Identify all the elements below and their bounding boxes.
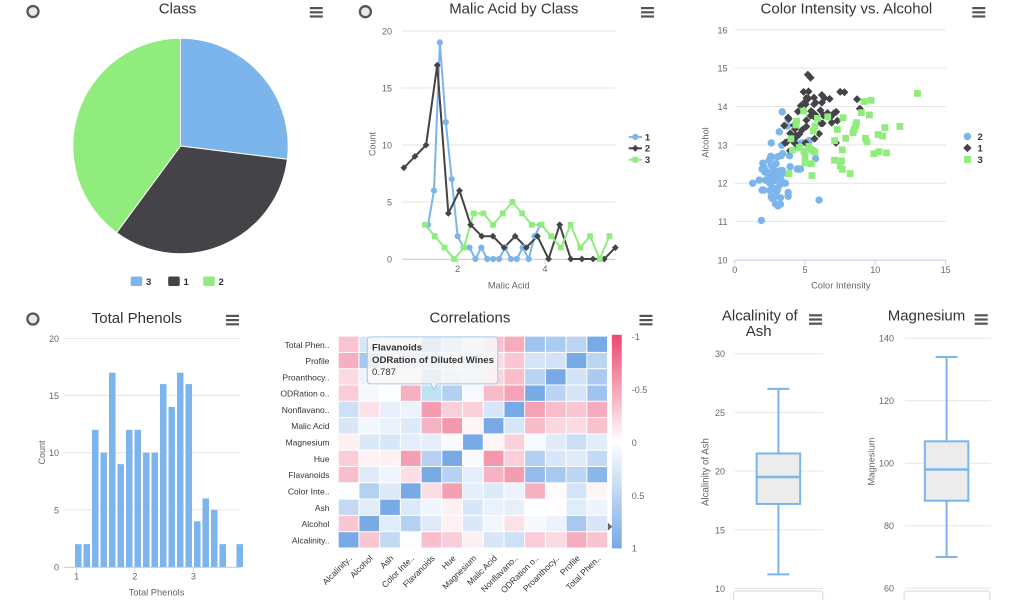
svg-text:0: 0 — [387, 255, 392, 265]
svg-text:Malic Acid: Malic Acid — [291, 421, 330, 431]
svg-text:10: 10 — [715, 584, 725, 594]
svg-text:15: 15 — [49, 391, 59, 401]
svg-text:15: 15 — [941, 265, 951, 275]
svg-text:Ash: Ash — [746, 323, 772, 340]
svg-text:5: 5 — [387, 198, 392, 208]
svg-text:Correlations: Correlations — [429, 309, 510, 326]
svg-text:ODRation of Diluted Wines: ODRation of Diluted Wines — [372, 355, 494, 366]
svg-text:60: 60 — [884, 584, 894, 594]
svg-text:5: 5 — [54, 505, 59, 515]
svg-text:20: 20 — [715, 467, 725, 477]
svg-text:3: 3 — [645, 155, 650, 166]
svg-text:Color Inte..: Color Inte.. — [288, 487, 330, 497]
svg-text:Alcohol: Alcohol — [348, 553, 375, 580]
svg-text:14: 14 — [717, 102, 727, 112]
svg-text:Count: Count — [37, 440, 47, 465]
svg-text:0: 0 — [54, 563, 59, 573]
svg-text:Alcalinity..: Alcalinity.. — [320, 553, 354, 587]
svg-text:Alcohol: Alcohol — [700, 127, 710, 158]
svg-text:Total Phenols: Total Phenols — [92, 310, 182, 327]
svg-text:11: 11 — [718, 217, 727, 227]
svg-text:Nonflavano..: Nonflavano.. — [282, 405, 330, 415]
svg-text:10: 10 — [870, 265, 880, 275]
svg-text:15: 15 — [717, 64, 727, 74]
svg-text:80: 80 — [884, 521, 894, 531]
svg-text:1: 1 — [645, 132, 651, 143]
svg-text:13: 13 — [717, 140, 727, 150]
svg-text:Ash: Ash — [315, 503, 330, 513]
svg-text:Proanthocy..: Proanthocy.. — [282, 372, 329, 382]
svg-text:25: 25 — [715, 408, 725, 418]
svg-text:0: 0 — [632, 438, 637, 448]
svg-text:Alcohol: Alcohol — [302, 519, 330, 529]
svg-text:Malic Acid by Class: Malic Acid by Class — [449, 1, 578, 18]
svg-text:ODRation o..: ODRation o.. — [280, 389, 329, 399]
svg-text:2: 2 — [132, 572, 137, 582]
svg-text:Flavanoids: Flavanoids — [288, 470, 329, 480]
svg-text:4: 4 — [542, 264, 547, 274]
svg-text:1: 1 — [184, 277, 190, 288]
svg-text:2: 2 — [645, 144, 650, 155]
svg-text:3: 3 — [146, 277, 151, 288]
svg-text:0: 0 — [732, 265, 737, 275]
svg-text:120: 120 — [879, 396, 894, 406]
svg-text:3: 3 — [191, 572, 196, 582]
svg-text:Alcalinity..: Alcalinity.. — [292, 535, 330, 545]
svg-text:-0.5: -0.5 — [632, 385, 648, 395]
svg-text:20: 20 — [382, 27, 392, 37]
svg-text:10: 10 — [717, 255, 727, 265]
svg-text:Hue: Hue — [314, 454, 330, 464]
svg-text:20: 20 — [49, 334, 59, 344]
svg-text:15: 15 — [382, 84, 392, 94]
svg-text:Color Intensity: Color Intensity — [811, 281, 871, 291]
svg-text:1: 1 — [74, 572, 79, 582]
svg-text:-1: -1 — [632, 332, 640, 342]
svg-text:Class: Class — [159, 1, 197, 18]
svg-text:12: 12 — [717, 179, 727, 189]
svg-text:0.787: 0.787 — [372, 367, 396, 378]
svg-text:1: 1 — [978, 143, 984, 154]
svg-text:Alcalinity of: Alcalinity of — [722, 308, 799, 325]
svg-text:Malic Acid: Malic Acid — [488, 281, 530, 291]
svg-text:15: 15 — [715, 525, 725, 535]
svg-text:2: 2 — [455, 264, 460, 274]
svg-text:30: 30 — [715, 349, 725, 359]
svg-text:Flavanoids: Flavanoids — [372, 343, 422, 354]
svg-text:Count: Count — [368, 132, 378, 157]
svg-text:Magnesium: Magnesium — [867, 437, 877, 485]
svg-text:Alcalinity of Ash: Alcalinity of Ash — [701, 438, 712, 506]
svg-text:2: 2 — [978, 132, 983, 143]
svg-text:100: 100 — [879, 459, 894, 469]
svg-text:1: 1 — [632, 544, 637, 554]
svg-text:10: 10 — [49, 448, 59, 458]
svg-text:16: 16 — [717, 25, 727, 35]
svg-text:5: 5 — [802, 265, 807, 275]
svg-text:0.5: 0.5 — [632, 491, 645, 501]
svg-text:10: 10 — [382, 141, 392, 151]
svg-text:Profile: Profile — [305, 356, 329, 366]
svg-text:140: 140 — [879, 334, 894, 344]
svg-text:Total Phen..: Total Phen.. — [285, 340, 330, 350]
svg-text:3: 3 — [978, 155, 983, 166]
svg-text:Magnesium: Magnesium — [888, 308, 966, 325]
svg-text:Color Intensity vs. Alcohol: Color Intensity vs. Alcohol — [761, 1, 933, 18]
svg-text:2: 2 — [219, 277, 224, 288]
svg-text:Total Phenols: Total Phenols — [129, 587, 185, 597]
svg-text:Magnesium: Magnesium — [286, 438, 330, 448]
